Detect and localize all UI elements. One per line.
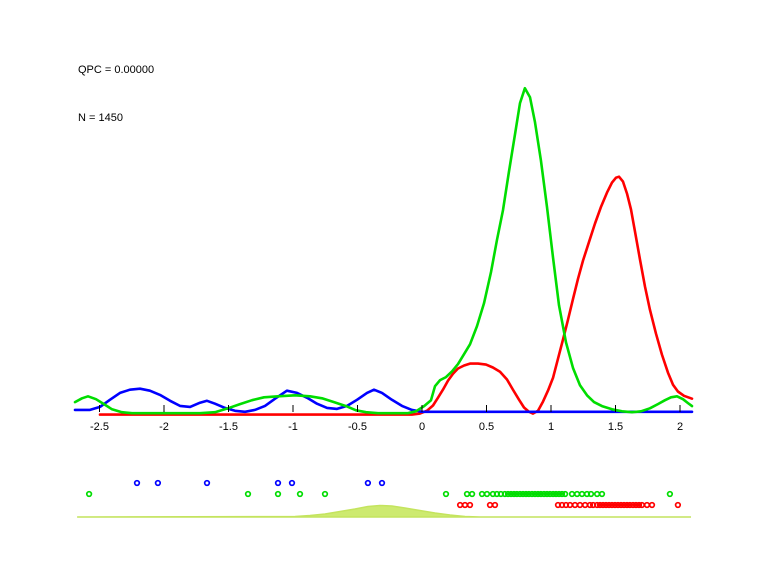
overall-marginal-density: [77, 504, 691, 518]
rug-point-cluster-3-samples: [466, 501, 474, 509]
rug-point-cluster-3-samples: [593, 501, 601, 509]
rug-point-cluster-3-samples: [566, 501, 574, 509]
x-tick-label: 1: [548, 421, 554, 433]
rug-point-cluster-2-samples: [540, 490, 548, 498]
rug-point-cluster-2-samples: [666, 490, 674, 498]
rug-point-cluster-3-samples: [608, 501, 616, 509]
rug-point-cluster-2-samples: [463, 490, 471, 498]
rug-point-cluster-3-samples: [491, 501, 499, 509]
rug-point-cluster-2-samples: [549, 490, 557, 498]
rug-point-cluster-3-samples: [635, 501, 643, 509]
qpc-value-label: QPC = 0.00000: [78, 64, 155, 76]
rug-point-cluster-3-samples: [581, 501, 589, 509]
rug-point-cluster-2-samples: [537, 490, 545, 498]
density-curve-cluster-3-density: [98, 175, 694, 416]
x-tick-label: -2.5: [90, 421, 109, 433]
rug-point-cluster-3-samples: [571, 501, 579, 509]
x-tick-label: 0.5: [479, 421, 494, 433]
x-tick-label: -2: [159, 421, 169, 433]
rug-point-cluster-2-samples: [555, 490, 563, 498]
rug-point-cluster-3-samples: [486, 501, 494, 509]
rug-point-cluster-2-samples: [561, 490, 569, 498]
rug-point-cluster-3-samples: [576, 501, 584, 509]
rug-point-cluster-1-samples: [154, 479, 162, 487]
rug-point-cluster-3-samples: [611, 501, 619, 509]
rug-point-cluster-3-samples: [629, 501, 637, 509]
rug-point-cluster-2-samples: [528, 490, 536, 498]
rug-point-cluster-2-samples: [501, 490, 509, 498]
rug-point-cluster-2-samples: [578, 490, 586, 498]
density-curve-cluster-1-density: [73, 387, 694, 414]
rug-point-cluster-2-samples: [534, 490, 542, 498]
rug-point-cluster-1-samples: [133, 479, 141, 487]
rug-point-cluster-2-samples: [296, 490, 304, 498]
rug-point-cluster-2-samples: [593, 490, 601, 498]
rug-point-cluster-2-samples: [483, 490, 491, 498]
rug-point-cluster-3-samples: [620, 501, 628, 509]
rug-point-cluster-3-samples: [648, 501, 656, 509]
rug-point-cluster-2-samples: [513, 490, 521, 498]
rug-point-cluster-2-samples: [573, 490, 581, 498]
rug-point-cluster-2-samples: [568, 490, 576, 498]
rug-point-cluster-2-samples: [525, 490, 533, 498]
rug-point-cluster-2-samples: [468, 490, 476, 498]
rug-point-cluster-3-samples: [643, 501, 651, 509]
rug-point-cluster-2-samples: [519, 490, 527, 498]
rug-point-cluster-3-samples: [614, 501, 622, 509]
rug-point-cluster-1-samples: [274, 479, 282, 487]
rug-point-cluster-2-samples: [531, 490, 539, 498]
stats-annotation: QPC = 0.00000 N = 1450: [78, 30, 154, 158]
rug-point-cluster-3-samples: [586, 501, 594, 509]
rug-point-cluster-3-samples: [602, 501, 610, 509]
rug-point-cluster-3-samples: [605, 501, 613, 509]
rug-point-cluster-1-samples: [364, 479, 372, 487]
rug-point-cluster-2-samples: [510, 490, 518, 498]
rug-point-cluster-1-samples: [378, 479, 386, 487]
rug-point-cluster-3-samples: [674, 501, 682, 509]
rug-point-cluster-3-samples: [596, 501, 604, 509]
x-tick-label: -1: [288, 421, 298, 433]
rug-point-cluster-2-samples: [507, 490, 515, 498]
x-tick-label: 2: [677, 421, 683, 433]
x-tick-label: -1.5: [219, 421, 238, 433]
rug-point-cluster-3-samples: [599, 501, 607, 509]
rug-point-cluster-1-samples: [203, 479, 211, 487]
rug-point-cluster-2-samples: [85, 490, 93, 498]
rug-point-cluster-2-samples: [546, 490, 554, 498]
rug-point-cluster-2-samples: [274, 490, 282, 498]
rug-point-cluster-2-samples: [442, 490, 450, 498]
rug-point-cluster-3-samples: [623, 501, 631, 509]
rug-point-cluster-2-samples: [504, 490, 512, 498]
rug-point-cluster-2-samples: [321, 490, 329, 498]
rug-point-cluster-2-samples: [522, 490, 530, 498]
x-tick-label: 0: [419, 421, 425, 433]
x-tick-label: -0.5: [348, 421, 367, 433]
x-tick-label: 1.5: [608, 421, 623, 433]
rug-point-cluster-3-samples: [461, 501, 469, 509]
rug-point-cluster-1-samples: [288, 479, 296, 487]
density-curve-cluster-2-density: [73, 86, 694, 415]
rug-point-cluster-2-samples: [587, 490, 595, 498]
rug-point-cluster-2-samples: [552, 490, 560, 498]
rug-point-cluster-3-samples: [626, 501, 634, 509]
rug-point-cluster-3-samples: [632, 501, 640, 509]
rug-point-cluster-2-samples: [598, 490, 606, 498]
rug-point-cluster-2-samples: [558, 490, 566, 498]
rug-point-cluster-3-samples: [617, 501, 625, 509]
rug-point-cluster-2-samples: [543, 490, 551, 498]
rug-point-cluster-3-samples: [456, 501, 464, 509]
sample-size-label: N = 1450: [78, 112, 123, 124]
rug-point-cluster-2-samples: [478, 490, 486, 498]
rug-point-cluster-2-samples: [516, 490, 524, 498]
rug-point-cluster-2-samples: [244, 490, 252, 498]
